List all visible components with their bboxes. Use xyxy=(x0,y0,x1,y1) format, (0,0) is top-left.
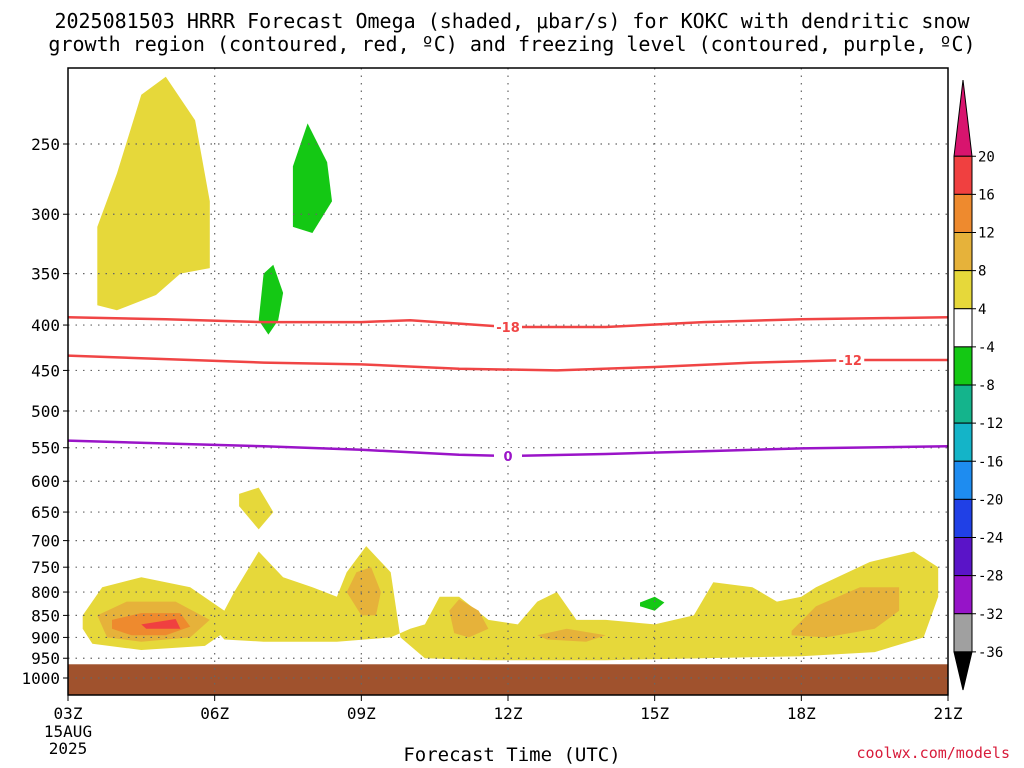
omega-region-12 xyxy=(791,587,900,638)
omega-region-8 xyxy=(214,546,939,661)
y-tick-label-350: 350 xyxy=(31,265,60,284)
omega-region-13 xyxy=(640,596,665,611)
colorbar-label-6: -8 xyxy=(978,378,995,394)
colorbar-swatch-11 xyxy=(953,537,973,577)
chart-title-line-1: 2025081503 HRRR Forecast Omega (shaded, … xyxy=(54,9,970,33)
omega-region-9 xyxy=(346,567,381,616)
omega-region-7 xyxy=(239,487,274,530)
colorbar-label-10: -24 xyxy=(978,531,1003,547)
y-tick-label-1000: 1000 xyxy=(21,669,60,688)
contour-label-0: -18 xyxy=(496,321,520,336)
x-tick-label-15Z: 15Z xyxy=(640,704,669,723)
y-tick-label-550: 550 xyxy=(31,439,60,458)
y-tick-label-800: 800 xyxy=(31,583,60,602)
x-axis-label: Forecast Time (UTC) xyxy=(403,744,621,766)
chart-title-line-2: growth region (contoured, red, ºC) and f… xyxy=(48,32,976,56)
colorbar-swatch-12 xyxy=(953,575,973,615)
contour-line-0 xyxy=(67,316,949,329)
y-tick-label-750: 750 xyxy=(31,558,60,577)
contour-label-2: 0 xyxy=(503,450,512,465)
credit-link[interactable]: coolwx.com/models xyxy=(856,744,1010,762)
colorbar-label-7: -12 xyxy=(978,416,1003,432)
colorbar-swatch-10 xyxy=(953,498,973,538)
x-tick-label-18Z: 18Z xyxy=(787,704,816,723)
y-tick-label-450: 450 xyxy=(31,361,60,380)
x-tick-label-21Z: 21Z xyxy=(934,704,963,723)
x-date-label-1: 2025 xyxy=(49,739,88,758)
colorbar-bottom-arrow xyxy=(953,651,973,691)
colorbar-label-4: 4 xyxy=(978,302,986,318)
y-tick-label-700: 700 xyxy=(31,532,60,551)
colorbar-swatch-4 xyxy=(953,270,973,310)
colorbar-label-2: 12 xyxy=(978,226,995,242)
colorbar-label-0: 20 xyxy=(978,149,995,165)
y-tick-label-500: 500 xyxy=(31,402,60,421)
y-tick-label-650: 650 xyxy=(31,503,60,522)
y-tick-label-900: 900 xyxy=(31,628,60,647)
colorbar-label-5: -4 xyxy=(978,340,995,356)
contour-label-1: -12 xyxy=(838,354,862,369)
colorbar-swatch-3 xyxy=(953,232,973,272)
colorbar-swatch-8 xyxy=(953,422,973,462)
colorbar-label-11: -28 xyxy=(978,569,1003,585)
contour-line-1 xyxy=(67,354,948,372)
omega-region-10 xyxy=(449,599,489,638)
contour-lines: -18 -12 0 xyxy=(67,316,949,465)
contour-line-2 xyxy=(67,439,949,458)
contour-label-bg-0 xyxy=(494,318,522,335)
omega-region-11 xyxy=(537,628,606,642)
colorbar-swatch-13 xyxy=(953,613,973,653)
colorbar: 20 16 12 8 4 -4 -8 -12 -16 -20 -24 -28 -32 -36 xyxy=(953,79,1003,691)
x-tick-label-12Z: 12Z xyxy=(494,704,523,723)
y-tick-label-850: 850 xyxy=(31,606,60,625)
y-tick-label-300: 300 xyxy=(31,205,60,224)
colorbar-top-arrow xyxy=(953,79,973,157)
colorbar-label-13: -36 xyxy=(978,645,1003,661)
omega-region-1 xyxy=(292,123,332,233)
colorbar-label-9: -20 xyxy=(978,492,1003,508)
colorbar-swatch-7 xyxy=(953,384,973,424)
omega-region-2 xyxy=(258,264,284,335)
x-tick-label-09Z: 09Z xyxy=(347,704,376,723)
y-tick-label-600: 600 xyxy=(31,472,60,491)
x-date-label-0: 15AUG xyxy=(44,722,92,741)
omega-region-0 xyxy=(97,76,210,311)
y-tick-label-400: 400 xyxy=(31,316,60,335)
colorbar-swatch-1 xyxy=(953,155,973,195)
colorbar-label-3: 8 xyxy=(978,264,986,280)
colorbar-label-1: 16 xyxy=(978,187,995,203)
y-axis-ticks: 250 300 350 400 450 500 550 600 650 700 750 800 850 9… xyxy=(21,135,68,688)
y-tick-label-250: 250 xyxy=(31,135,60,154)
colorbar-swatch-2 xyxy=(953,193,973,233)
omega-region-6 xyxy=(141,619,181,629)
omega-shading xyxy=(82,76,939,661)
contour-label-bg-2 xyxy=(494,448,522,465)
x-tick-label-06Z: 06Z xyxy=(200,704,229,723)
colorbar-swatch-9 xyxy=(953,460,973,500)
contour-label-bg-1 xyxy=(836,352,865,369)
colorbar-label-12: -32 xyxy=(978,607,1003,623)
x-tick-label-03Z: 03Z xyxy=(54,704,83,723)
y-tick-label-950: 950 xyxy=(31,649,60,668)
colorbar-swatch-6 xyxy=(953,346,973,386)
colorbar-label-8: -16 xyxy=(978,454,1003,470)
colorbar-swatch-5 xyxy=(953,308,973,348)
